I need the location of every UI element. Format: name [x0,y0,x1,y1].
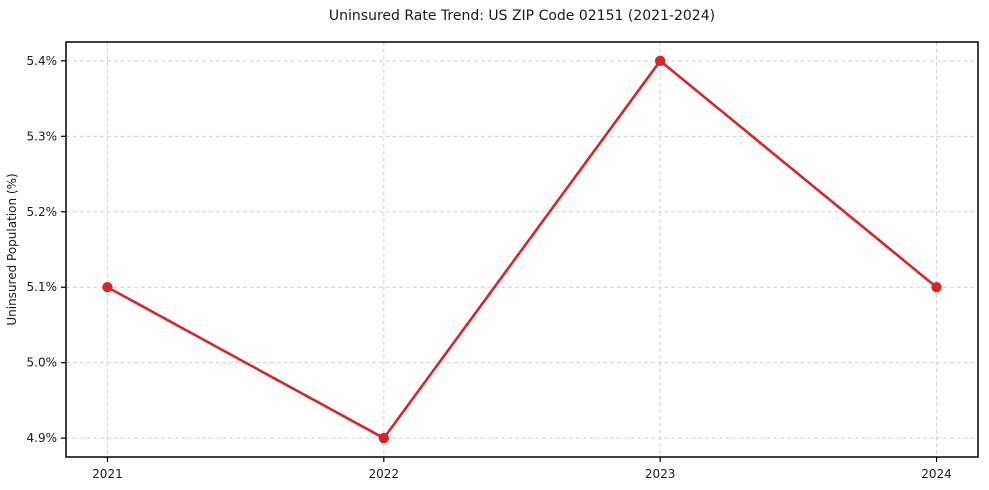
y-tick-label: 5.3% [27,129,58,143]
data-point-marker [102,282,113,293]
plot-border [65,41,979,458]
trend-line [106,59,938,440]
y-tick-label: 5.0% [27,356,58,370]
x-tick-label: 2022 [369,467,400,481]
y-tick-label: 5.1% [27,280,58,294]
x-tick-label: 2023 [645,467,676,481]
y-tick-label: 4.9% [27,431,58,445]
y-axis-title: Uninsured Population (%) [5,173,19,325]
data-point-marker [654,55,666,67]
data-point-marker [931,282,942,293]
x-tick-label: 2024 [921,467,952,481]
data-point-marker [378,432,390,444]
y-tick-label: 5.2% [27,205,58,219]
y-tick-label: 5.4% [27,54,58,68]
x-tick-label: 2021 [92,467,123,481]
chart-title: Uninsured Rate Trend: US ZIP Code 02151 … [328,8,716,24]
